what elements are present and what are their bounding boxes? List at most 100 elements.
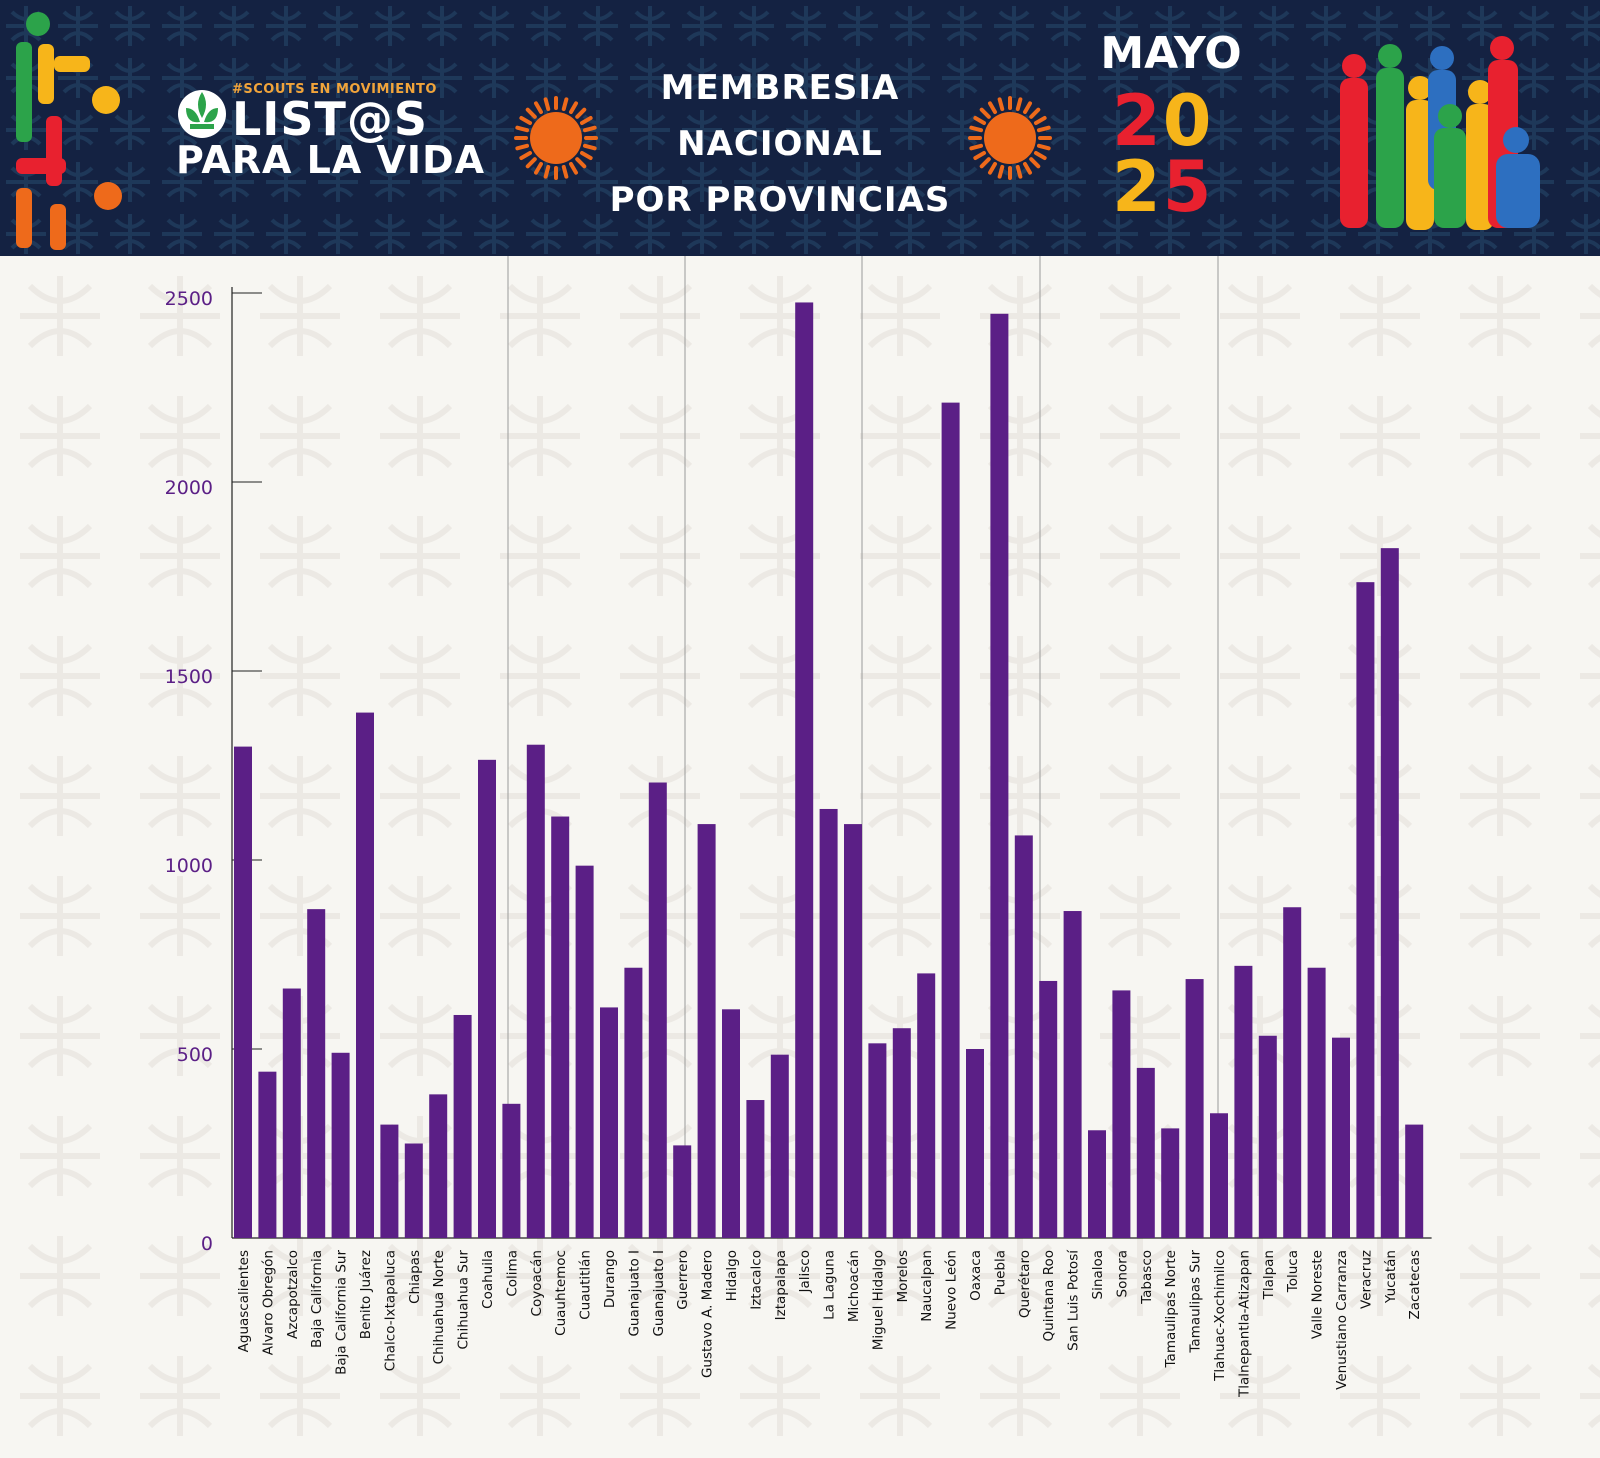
- x-tick-label: Aguascalientes: [236, 1250, 252, 1352]
- bar: [258, 1071, 277, 1238]
- y-tick-label: 1500: [165, 666, 213, 688]
- bar: [307, 909, 326, 1238]
- banner-title-line-3: POR PROVINCIAS: [609, 180, 951, 220]
- x-tick-label: Baja California Sur: [334, 1250, 350, 1375]
- x-tick-label: Chiapas: [407, 1250, 423, 1304]
- bar: [770, 1054, 789, 1238]
- bar: [819, 808, 838, 1238]
- y-tick-label: 1000: [165, 855, 213, 877]
- x-tick-label: Guanajuato I: [651, 1250, 667, 1337]
- bar: [1185, 979, 1204, 1238]
- bar: [1039, 980, 1058, 1238]
- bar: [1063, 911, 1082, 1238]
- bar: [722, 1009, 740, 1238]
- hashtag-text: #SCOUTS EN MOVIMIENTO: [232, 82, 437, 97]
- jamboree-logo-icon: [16, 12, 122, 250]
- x-tick-label: Chihuahua Norte: [431, 1250, 447, 1364]
- x-tick-label: Zacatecas: [1407, 1250, 1423, 1320]
- x-tick-label: Benito Juárez: [358, 1250, 374, 1339]
- x-tick-label: Querétaro: [1017, 1250, 1033, 1318]
- x-tick-label: Morelos: [895, 1250, 911, 1303]
- bar: [624, 967, 643, 1238]
- x-tick-label: Sonora: [1114, 1250, 1130, 1297]
- bar: [453, 1014, 472, 1238]
- bar: [648, 782, 667, 1238]
- x-tick-label: La Laguna: [822, 1250, 838, 1320]
- bar: [502, 1103, 521, 1238]
- year-digit-3: 2: [1112, 146, 1163, 228]
- chart-area: 0 500 1000 1500 2000 2500 Aguascalientes Alvar…: [0, 256, 1600, 1454]
- sun-icon-right: [968, 96, 1052, 180]
- x-tick-label: Alvaro Obregón: [260, 1250, 276, 1355]
- x-tick-label: Iztapalapa: [773, 1250, 789, 1320]
- bar: [282, 988, 301, 1238]
- banner-pattern: [0, 0, 1600, 256]
- bar: [600, 1007, 618, 1238]
- x-tick-label: Tamaulipas Sur: [1188, 1250, 1204, 1354]
- x-tick-label: Tamaulipas Norte: [1163, 1250, 1179, 1368]
- year-digit-4: 5: [1162, 146, 1214, 228]
- fleur-de-lis-icon: [178, 90, 226, 138]
- x-tick-label: Puebla: [992, 1250, 1008, 1295]
- year-digit-1: 2: [1112, 80, 1163, 162]
- x-tick-label: Durango: [602, 1250, 618, 1308]
- bar: [697, 824, 716, 1238]
- bar: [429, 1094, 448, 1238]
- bar: [1356, 582, 1375, 1238]
- banner-title-line-1: MEMBRESIA: [660, 68, 900, 108]
- scouts-silhouettes-icon: [1340, 36, 1540, 230]
- bar: [1283, 907, 1302, 1238]
- banner-title: MEMBRESIA NACIONAL POR PROVINCIAS: [600, 60, 960, 228]
- x-tick-label: Tabasco: [1139, 1250, 1155, 1305]
- x-tick-label: San Luis Potosí: [1066, 1249, 1082, 1351]
- x-tick-label: Guerrero: [675, 1250, 691, 1310]
- x-tick-label: Michoacán: [846, 1250, 862, 1322]
- bar: [1234, 965, 1253, 1238]
- brand-line-1: LIST@S: [232, 92, 429, 146]
- bar: [1307, 967, 1326, 1238]
- bar: [575, 865, 594, 1238]
- bar: [478, 759, 496, 1238]
- x-tick-label: Cuauhtemoc: [553, 1250, 569, 1336]
- x-tick-label: Miguel Hidalgo: [870, 1250, 886, 1350]
- year-label: 20 25: [1112, 86, 1213, 222]
- x-tick-label: Tlahuac-Xochimilco: [1212, 1250, 1228, 1382]
- year-digit-2: 0: [1162, 80, 1214, 162]
- bar: [1088, 1130, 1106, 1238]
- bar: [795, 302, 814, 1238]
- month-label: MAYO: [1100, 28, 1242, 79]
- x-tick-label: Jalisco: [797, 1250, 813, 1293]
- x-tick-label: Venustiano Carranza: [1334, 1250, 1350, 1390]
- bar: [941, 402, 960, 1238]
- x-tick-label: Chihuahua Sur: [456, 1250, 472, 1350]
- bar: [1161, 1128, 1180, 1238]
- x-tick-label: Yucatán: [1383, 1250, 1399, 1304]
- bar: [844, 824, 862, 1238]
- bar: [526, 744, 545, 1238]
- bar: [1136, 1067, 1155, 1238]
- bar: [990, 313, 1009, 1238]
- bar: [746, 1100, 765, 1238]
- bar: [868, 1043, 887, 1238]
- x-tick-label: Tlalnepantla-Atizapan: [1236, 1250, 1252, 1398]
- x-tick-label: Cuautitlán: [578, 1250, 594, 1320]
- header-banner: #SCOUTS EN MOVIMIENTO LIST@S PARA LA VID…: [0, 0, 1600, 256]
- bar: [404, 1143, 423, 1238]
- x-tick-label: Toluca: [1285, 1250, 1301, 1293]
- y-tick-label: 500: [177, 1044, 213, 1066]
- x-tick-label: Coahuila: [480, 1250, 496, 1309]
- bar: [1112, 990, 1131, 1238]
- banner-title-line-2: NACIONAL: [677, 124, 883, 164]
- sun-icon-left: [514, 96, 598, 180]
- x-tick-label: Veracruz: [1358, 1250, 1374, 1309]
- x-tick-label: Gustavo A. Madero: [700, 1250, 716, 1378]
- bar: [917, 973, 936, 1238]
- bar: [1210, 1113, 1228, 1238]
- x-tick-label: Coyoacán: [529, 1250, 545, 1316]
- bar: [331, 1052, 350, 1238]
- bar: [673, 1145, 692, 1238]
- y-tick-label: 0: [201, 1233, 213, 1255]
- x-tick-label: Baja California: [309, 1250, 325, 1348]
- x-tick-label: Colima: [504, 1250, 520, 1297]
- bar: [1258, 1035, 1277, 1238]
